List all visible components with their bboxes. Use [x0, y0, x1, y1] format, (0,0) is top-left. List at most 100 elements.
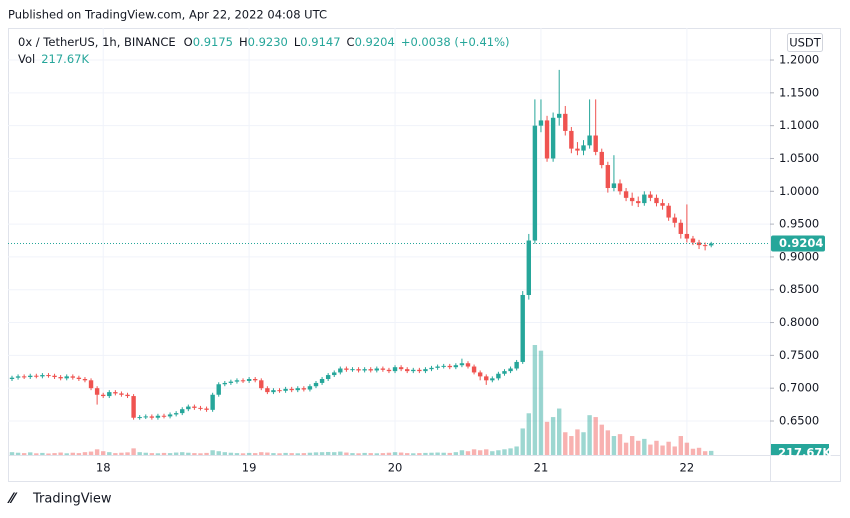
volume-bar	[289, 453, 294, 455]
volume-bar	[398, 452, 404, 455]
candle-body	[550, 117, 556, 159]
volume-bar	[356, 453, 361, 455]
candle-body	[204, 408, 209, 410]
candle-body	[94, 388, 100, 395]
last-price-label: 0.9204	[779, 236, 823, 250]
volume-bar	[307, 452, 313, 455]
symbol: 0x / TetherUS, 1h, BINANCE	[18, 35, 176, 49]
volume-bar	[593, 417, 598, 455]
candle-body	[563, 113, 568, 131]
volume-bar	[143, 452, 148, 455]
candle-body	[113, 392, 118, 394]
currency-button[interactable]	[787, 33, 823, 52]
candle-body	[453, 365, 459, 368]
candle-body	[684, 233, 690, 239]
candle-body	[15, 376, 21, 378]
volume-bar	[180, 452, 185, 455]
y-tick-label: 1.0000	[779, 184, 819, 198]
candle-body	[192, 406, 197, 408]
candle-body	[198, 407, 203, 409]
footer-logo: ⁄⁄ TradingView	[7, 491, 112, 507]
candle-body	[338, 368, 343, 373]
candle-body	[429, 367, 434, 370]
candle-body	[660, 203, 665, 206]
candle-body	[587, 135, 592, 146]
last-price-tag	[771, 235, 825, 252]
candles	[9, 69, 714, 420]
volume-bar	[34, 453, 39, 455]
ohlc-label: C	[347, 35, 355, 49]
candle-body	[611, 183, 617, 189]
volume-bar	[617, 434, 623, 455]
candle-body	[283, 388, 288, 391]
change: +0.0038 (+0.41%)	[401, 35, 510, 49]
candle-body	[690, 238, 696, 243]
x-tick-label: 19	[242, 461, 257, 475]
volume-bar	[502, 449, 507, 455]
candle-body	[76, 377, 82, 379]
ohlc-value: 0.9175	[193, 35, 233, 49]
volume-bar	[161, 452, 167, 455]
candle-body	[119, 393, 124, 395]
volume-bar	[374, 453, 379, 455]
volume-bar	[636, 440, 641, 455]
x-tick-label: 20	[388, 461, 403, 475]
volume-bar	[575, 429, 580, 455]
y-tick-label: 0.6500	[779, 414, 819, 428]
candle-body	[253, 378, 258, 381]
volume-bar	[411, 453, 416, 455]
candle-body	[636, 201, 641, 204]
volume-bar	[611, 436, 617, 455]
volume-bar	[344, 452, 349, 455]
y-tick-label: 0.8500	[779, 282, 819, 296]
volume-bar	[192, 453, 197, 455]
candle-body	[514, 361, 519, 369]
y-tick-label: 1.1000	[779, 118, 819, 132]
candle-body	[125, 394, 130, 397]
x-tick-label: 22	[680, 461, 695, 475]
candle-body	[131, 396, 136, 418]
currency-label[interactable]: USDT	[789, 36, 822, 50]
volume-bar	[325, 451, 331, 455]
candle-body	[392, 367, 398, 372]
volume-tag	[771, 444, 829, 455]
axes: 0.6500 0.7000 0.7500 0.8000 0.8500 0.9000 0.95…	[8, 53, 832, 475]
volume-bar	[253, 453, 258, 455]
candle-body	[368, 369, 373, 371]
volume-bar	[119, 452, 124, 455]
candle-body	[417, 369, 422, 372]
volume-bar	[423, 452, 428, 455]
candle-body	[319, 378, 325, 383]
candle-body	[271, 390, 276, 393]
volume-bar	[88, 451, 94, 455]
volume-bar	[544, 421, 550, 455]
volume-bar	[82, 452, 88, 455]
volume-bar	[131, 448, 136, 455]
candle-body	[398, 367, 404, 370]
candle-body	[423, 369, 428, 372]
candle-body	[386, 369, 392, 372]
volume-bar	[648, 444, 653, 455]
volume-bar	[429, 452, 434, 455]
volume-bar	[477, 450, 483, 455]
candle-body	[544, 120, 550, 159]
candle-body	[246, 378, 252, 381]
y-tick-label: 0.7000	[779, 381, 819, 395]
ohlc-label: L	[294, 35, 301, 49]
candle-body	[672, 217, 677, 223]
y-tick-label: 1.1500	[779, 85, 819, 99]
candle-body	[617, 183, 623, 192]
candle-body	[629, 197, 635, 202]
volume-bar	[40, 452, 45, 455]
candle-body	[605, 165, 611, 189]
y-tick-label: 0.8000	[779, 315, 819, 329]
candle-body	[307, 386, 313, 390]
volume-bar	[113, 453, 118, 455]
volume-bar	[465, 451, 471, 455]
volume-bar	[216, 451, 221, 455]
candle-body	[593, 135, 598, 152]
candle-body	[240, 380, 246, 382]
candle-body	[155, 415, 161, 418]
legend-line: 0x / TetherUS, 1h, BINANCE O0.9175 H0.9230…	[18, 35, 510, 49]
